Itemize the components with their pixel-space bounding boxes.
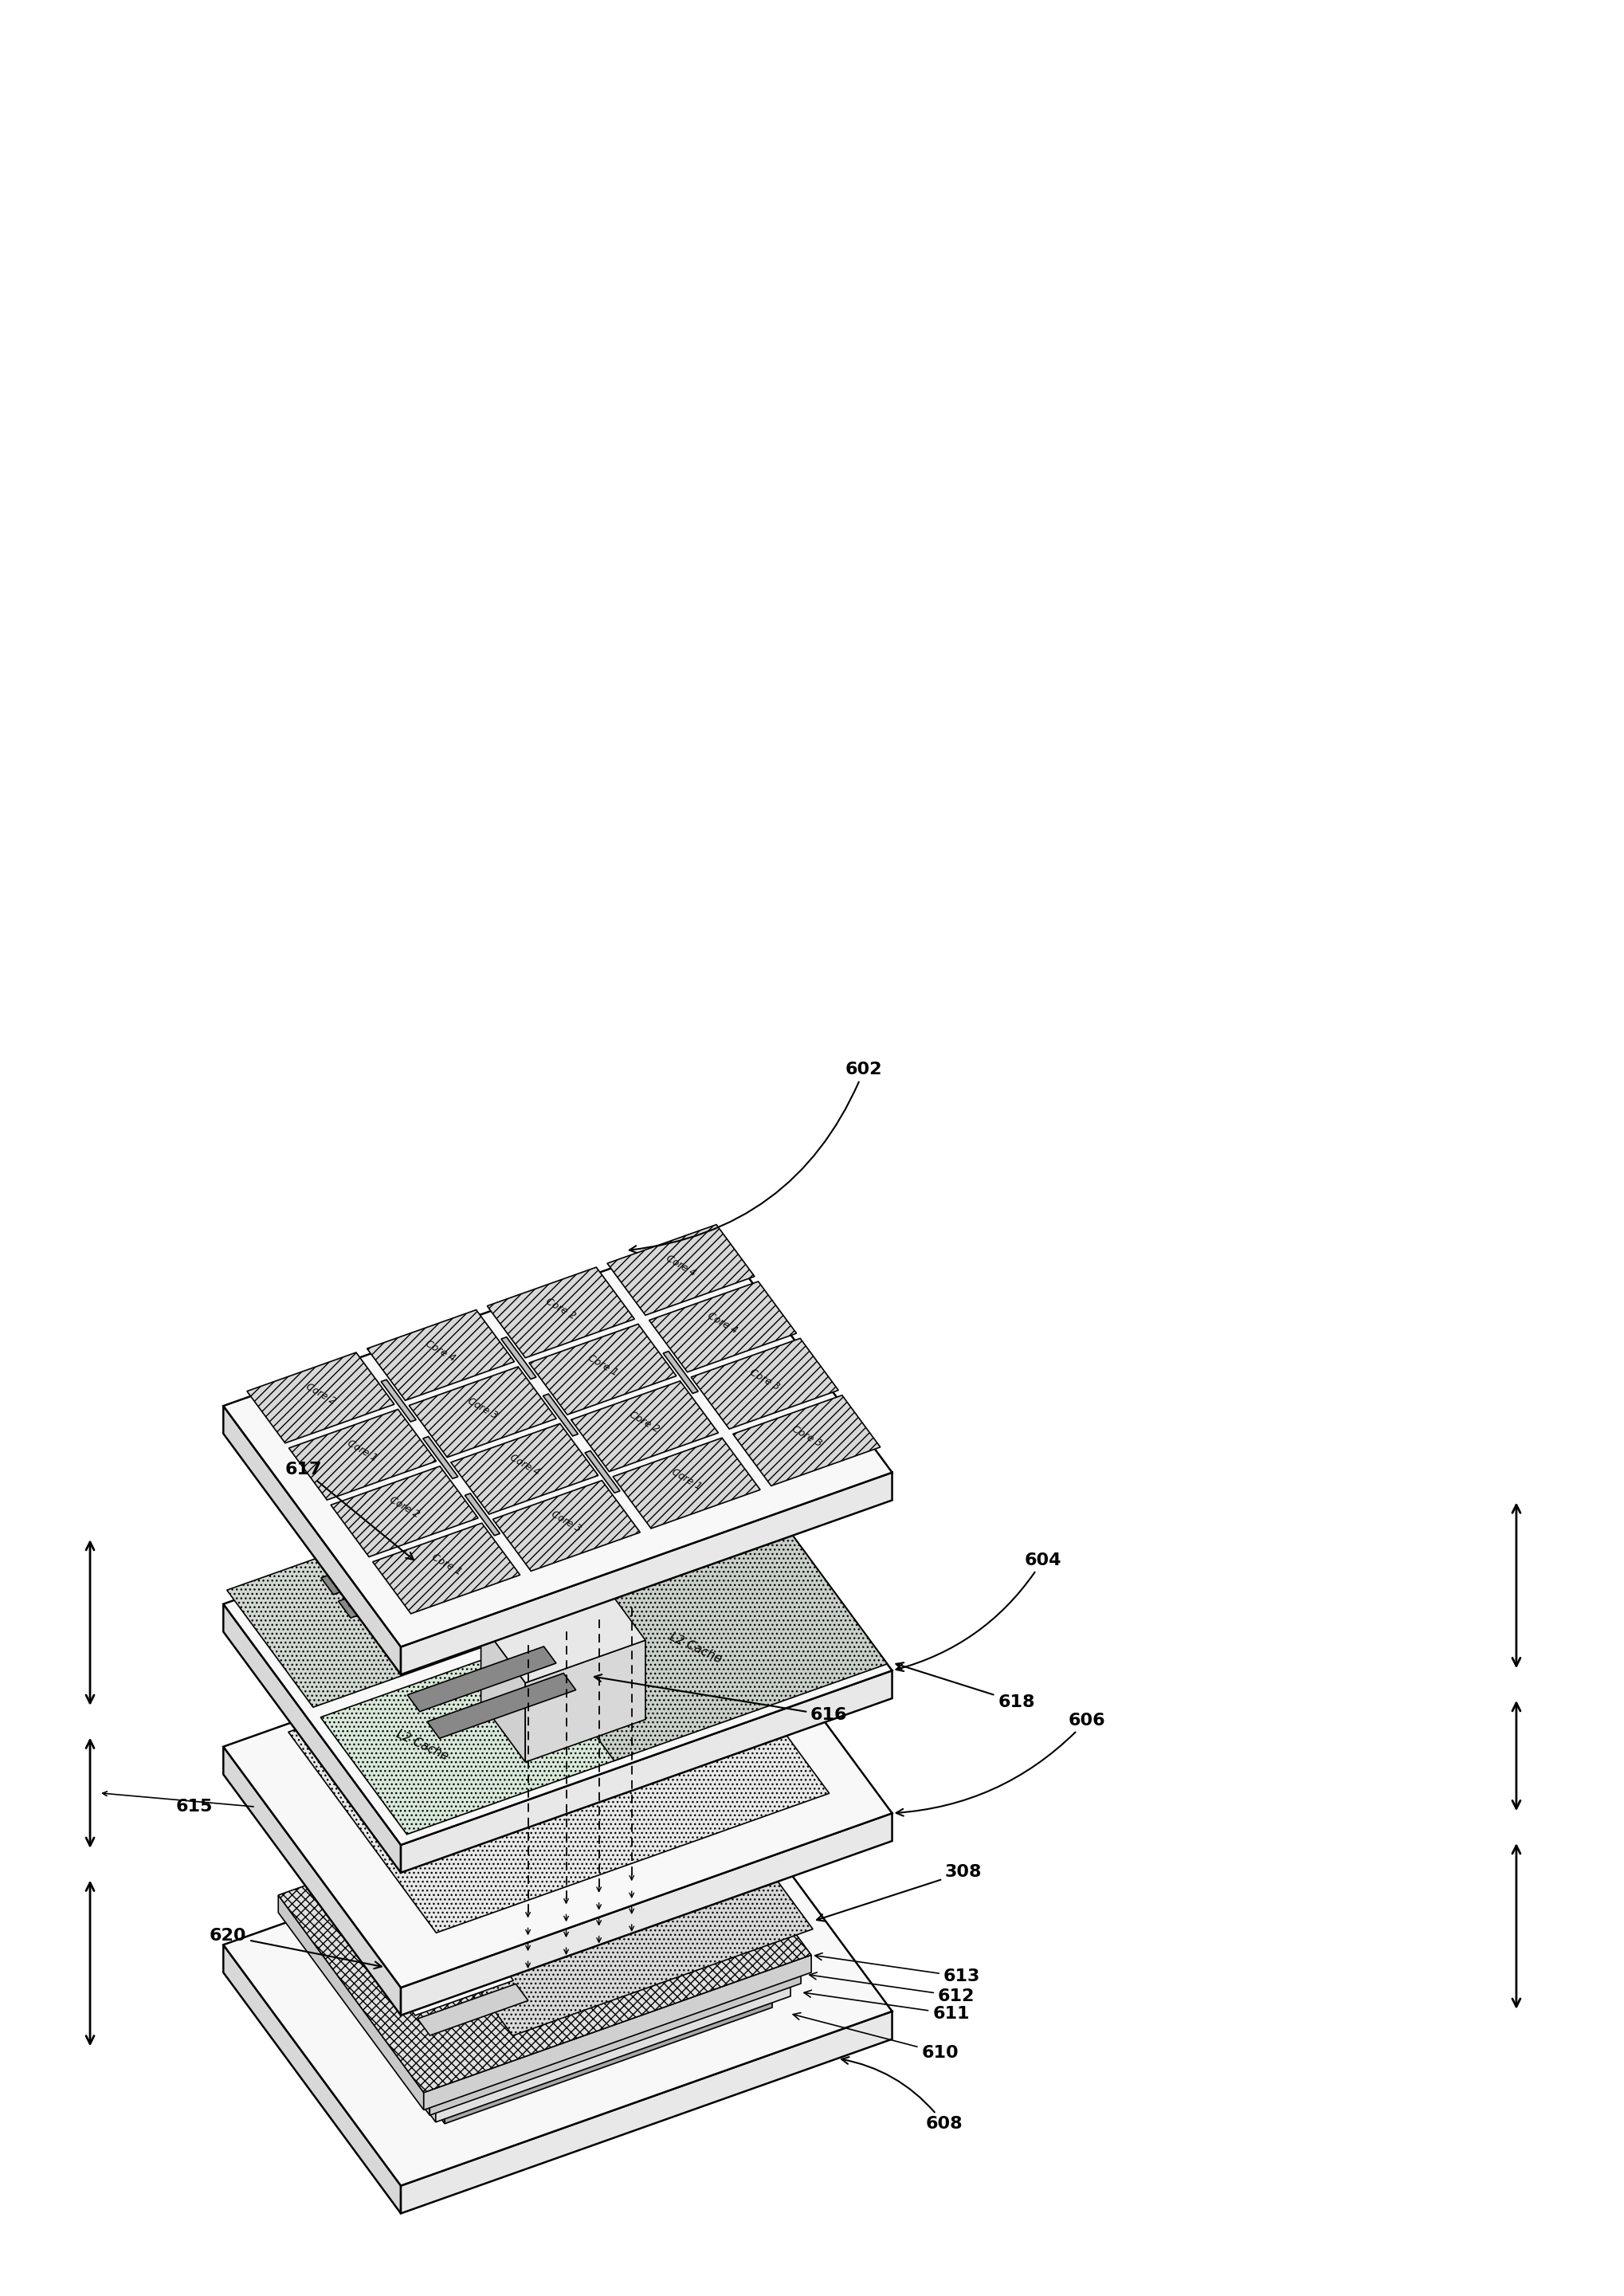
Text: 610: 610 — [793, 2014, 958, 2062]
Text: 308: 308 — [817, 1864, 983, 1922]
Polygon shape — [302, 1924, 435, 2122]
Text: Core 1: Core 1 — [669, 1467, 703, 1492]
Polygon shape — [338, 1543, 515, 1619]
Text: 608: 608 — [841, 2057, 963, 2133]
Polygon shape — [224, 1430, 892, 1846]
Polygon shape — [489, 1419, 786, 1605]
Text: 615: 615 — [175, 1798, 213, 1814]
Text: Core 1: Core 1 — [346, 1437, 380, 1463]
Polygon shape — [372, 1522, 520, 1614]
Polygon shape — [367, 1309, 515, 1401]
Polygon shape — [650, 1281, 796, 1373]
Polygon shape — [585, 1451, 620, 1492]
Polygon shape — [481, 1580, 645, 1683]
Text: Core 2: Core 2 — [544, 1295, 578, 1320]
Text: Core 2: Core 2 — [388, 1495, 421, 1520]
Polygon shape — [227, 1504, 559, 1708]
Text: 617: 617 — [284, 1463, 414, 1559]
Text: Core 3: Core 3 — [749, 1366, 781, 1391]
Polygon shape — [224, 1770, 892, 2186]
Polygon shape — [529, 1325, 677, 1414]
Polygon shape — [732, 1396, 880, 1486]
Polygon shape — [224, 1573, 892, 1988]
Polygon shape — [278, 1894, 424, 2110]
Polygon shape — [224, 1605, 401, 1874]
Polygon shape — [612, 1437, 760, 1529]
Polygon shape — [663, 1352, 698, 1394]
Polygon shape — [525, 1639, 645, 1761]
Polygon shape — [422, 1437, 458, 1479]
Text: Core 1: Core 1 — [429, 1552, 463, 1577]
Polygon shape — [247, 1352, 395, 1444]
Text: 613: 613 — [815, 1954, 981, 1984]
Polygon shape — [484, 1515, 687, 1600]
Polygon shape — [302, 1798, 791, 2105]
Polygon shape — [289, 1908, 430, 2115]
Polygon shape — [502, 1336, 536, 1380]
Polygon shape — [408, 1646, 555, 1711]
Polygon shape — [322, 1823, 771, 2105]
Text: 612: 612 — [809, 1972, 974, 2004]
Polygon shape — [409, 1366, 557, 1458]
Polygon shape — [382, 1380, 416, 1421]
Text: Core 4: Core 4 — [664, 1254, 698, 1279]
Polygon shape — [224, 1945, 401, 2213]
Text: 604: 604 — [896, 1552, 1060, 1671]
Polygon shape — [451, 1424, 598, 1513]
Polygon shape — [487, 1267, 635, 1357]
Polygon shape — [503, 1543, 706, 1628]
Polygon shape — [492, 1481, 640, 1570]
Polygon shape — [322, 1520, 497, 1593]
Text: 611: 611 — [804, 1991, 970, 2023]
Polygon shape — [692, 1339, 838, 1428]
Text: 602: 602 — [630, 1061, 882, 1254]
Text: Core 3: Core 3 — [789, 1424, 823, 1449]
Polygon shape — [278, 1756, 812, 2092]
Polygon shape — [427, 1674, 577, 1738]
Text: Core 3: Core 3 — [466, 1396, 500, 1421]
Polygon shape — [464, 1492, 500, 1536]
Text: Core 4: Core 4 — [706, 1311, 739, 1336]
Text: Core 3: Core 3 — [549, 1508, 583, 1534]
Polygon shape — [401, 2011, 892, 2213]
Polygon shape — [401, 1814, 892, 2016]
Polygon shape — [224, 1405, 401, 1674]
Text: L2 Cache: L2 Cache — [395, 1727, 450, 1763]
Polygon shape — [224, 1747, 401, 2016]
Polygon shape — [417, 1984, 528, 2037]
Polygon shape — [331, 1467, 477, 1557]
Text: Core 2: Core 2 — [628, 1410, 661, 1435]
Text: L2 Cache: L2 Cache — [667, 1630, 723, 1665]
Polygon shape — [542, 1394, 578, 1435]
Polygon shape — [385, 1940, 495, 1993]
Text: Core 4: Core 4 — [508, 1453, 541, 1479]
Polygon shape — [224, 1231, 892, 1646]
Text: Core 4: Core 4 — [424, 1339, 458, 1364]
Polygon shape — [445, 1991, 771, 2124]
Polygon shape — [322, 1940, 445, 2124]
Polygon shape — [435, 1979, 791, 2122]
Polygon shape — [516, 1529, 887, 1761]
Polygon shape — [401, 1472, 892, 1674]
Text: 620: 620 — [209, 1929, 382, 1968]
Polygon shape — [401, 1671, 892, 1874]
Text: 616: 616 — [594, 1674, 848, 1724]
Text: Core 1: Core 1 — [586, 1352, 619, 1378]
Text: L2 Cache: L2 Cache — [346, 1598, 403, 1632]
Polygon shape — [430, 1968, 801, 2115]
Polygon shape — [401, 1779, 814, 2037]
Polygon shape — [403, 1963, 513, 2016]
Polygon shape — [607, 1224, 755, 1316]
Text: Core 2: Core 2 — [304, 1382, 338, 1407]
Polygon shape — [320, 1639, 625, 1835]
Polygon shape — [424, 1954, 812, 2110]
Polygon shape — [289, 1593, 830, 1933]
Polygon shape — [572, 1380, 718, 1472]
Text: L2 Cache: L2 Cache — [598, 1499, 654, 1534]
Text: 606: 606 — [896, 1713, 1106, 1816]
Polygon shape — [481, 1623, 525, 1761]
Polygon shape — [289, 1777, 801, 2099]
Polygon shape — [289, 1410, 437, 1499]
Text: 618: 618 — [896, 1662, 1034, 1711]
